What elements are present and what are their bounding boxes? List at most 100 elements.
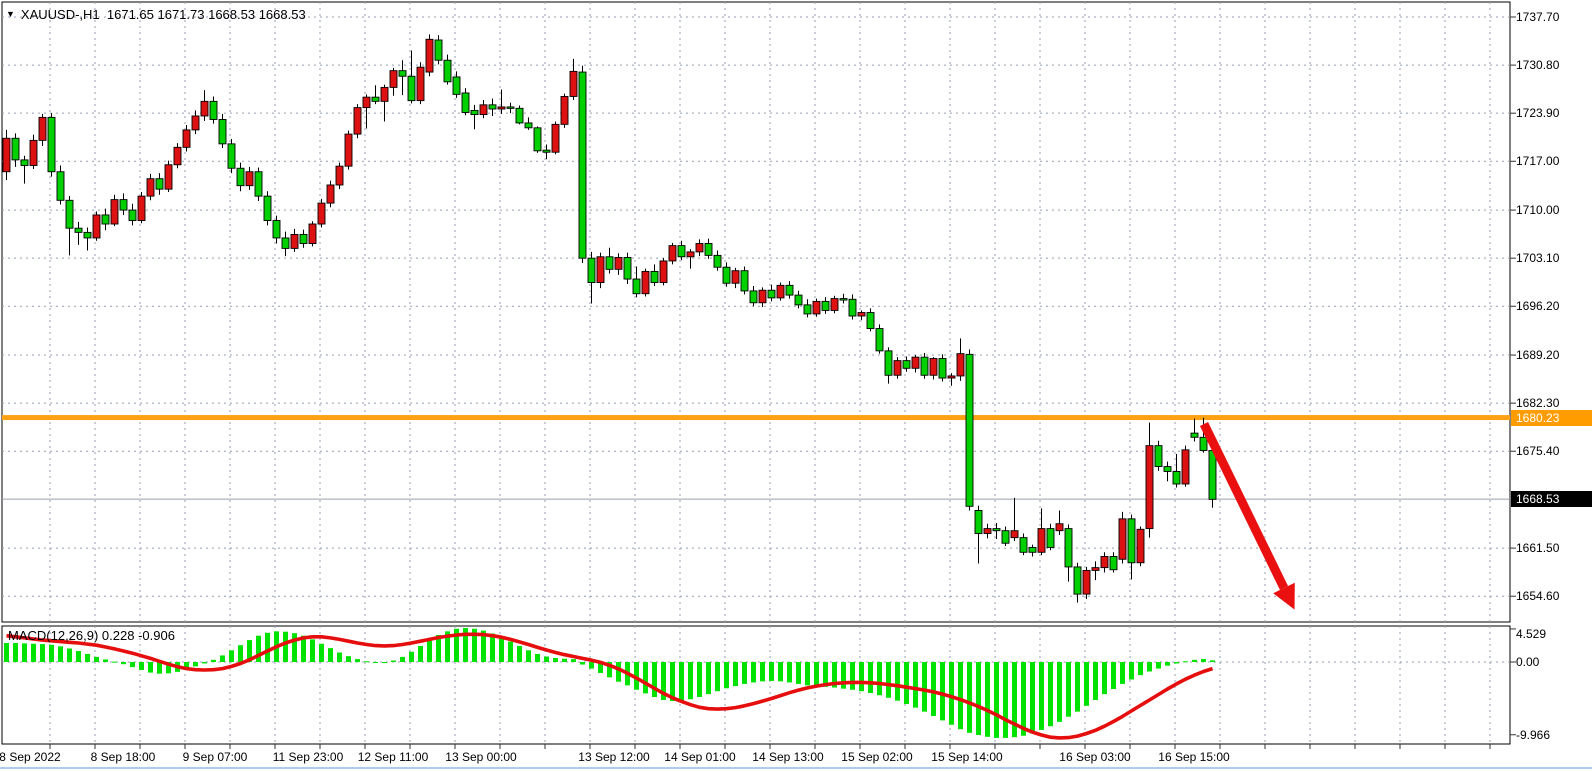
- candle: [20, 159, 29, 166]
- candle: [506, 106, 515, 109]
- candle: [119, 199, 128, 211]
- candle: [299, 234, 308, 244]
- macd-tick-label: 4.529: [1516, 627, 1547, 641]
- candle: [1190, 432, 1199, 438]
- time-tick-label: 11 Sep 23:00: [272, 750, 344, 764]
- candle: [695, 243, 704, 253]
- candle: [992, 528, 1001, 532]
- pane-frames: [1, 1, 1511, 745]
- candle: [74, 227, 83, 233]
- candle: [308, 223, 317, 244]
- candle: [407, 75, 416, 102]
- candle: [938, 358, 947, 379]
- candle: [983, 528, 992, 534]
- price-tick-label: 1710.00: [1516, 203, 1560, 218]
- candle: [596, 256, 605, 284]
- candle: [569, 70, 578, 97]
- candle: [1064, 528, 1073, 568]
- candle: [218, 119, 227, 145]
- candle: [1181, 449, 1190, 485]
- price-tick-label: 1696.20: [1516, 299, 1560, 314]
- candle: [605, 256, 614, 270]
- time-tick-label: 9 Sep 07:00: [182, 750, 248, 764]
- current-price-tag: 1668.53: [1511, 491, 1592, 508]
- candle: [191, 115, 200, 131]
- candle: [722, 266, 731, 284]
- candle: [371, 96, 380, 102]
- candle: [110, 199, 119, 225]
- candle: [749, 290, 758, 304]
- candle: [1082, 569, 1091, 595]
- price-tick-label: 1723.90: [1516, 106, 1560, 121]
- candle: [335, 165, 344, 186]
- candle: [1037, 528, 1046, 553]
- candle: [758, 289, 767, 304]
- candle: [1019, 537, 1028, 553]
- price-tick-label: 1717.00: [1516, 154, 1560, 169]
- candle: [56, 171, 65, 201]
- candle: [452, 76, 461, 95]
- price-tick-label: 1654.60: [1516, 589, 1560, 604]
- candle: [1208, 450, 1217, 500]
- candle: [884, 350, 893, 376]
- candle: [155, 178, 164, 190]
- candle: [893, 360, 902, 376]
- candle: [146, 178, 155, 197]
- candle: [173, 146, 182, 166]
- candle: [713, 254, 722, 268]
- chevron-down-icon[interactable]: ▼: [6, 9, 15, 19]
- candle: [731, 270, 740, 284]
- candle: [1127, 518, 1136, 564]
- candle: [245, 171, 254, 187]
- candle: [182, 129, 191, 148]
- candle: [434, 39, 443, 61]
- candle: [1046, 528, 1055, 548]
- trend-arrow[interactable]: [1199, 422, 1295, 610]
- candle: [497, 106, 506, 110]
- candle: [1055, 523, 1064, 532]
- candle: [740, 270, 749, 292]
- time-tick-label: 13 Sep 00:00: [445, 750, 517, 764]
- time-tick-label: 14 Sep 13:00: [752, 750, 824, 764]
- candle: [92, 214, 101, 239]
- candlestick-series[interactable]: [2, 34, 1217, 603]
- candle: [263, 195, 272, 221]
- candle: [830, 298, 839, 311]
- candle: [821, 300, 830, 311]
- candle: [353, 107, 362, 135]
- candle: [974, 510, 983, 534]
- time-tick-label: 8 Sep 18:00: [90, 750, 156, 764]
- candle: [965, 353, 974, 507]
- time-tick-label: 15 Sep 02:00: [841, 750, 913, 764]
- candle: [1145, 445, 1154, 530]
- candle: [380, 86, 389, 102]
- candle: [272, 220, 281, 239]
- candle: [200, 100, 209, 117]
- candle: [947, 375, 956, 379]
- candle: [956, 353, 965, 377]
- hline-price-tag: 1680.23: [1511, 409, 1592, 426]
- candle: [533, 127, 542, 152]
- candle: [470, 109, 479, 116]
- macd-tick-label: -9.966: [1516, 727, 1551, 742]
- candle: [641, 270, 650, 295]
- candle: [326, 184, 335, 204]
- candle: [236, 167, 245, 187]
- candle: [488, 104, 497, 110]
- candle: [1199, 436, 1208, 451]
- candle: [290, 234, 299, 249]
- candle: [920, 356, 929, 376]
- candle: [785, 284, 794, 296]
- support-line-orange[interactable]: [2, 415, 1510, 421]
- candle: [281, 237, 290, 249]
- candle: [2, 137, 11, 173]
- time-tick-label: 14 Sep 01:00: [664, 750, 736, 764]
- price-tick-label: 1737.70: [1516, 10, 1560, 24]
- candle: [317, 202, 326, 225]
- candle: [227, 143, 236, 169]
- candle: [578, 71, 587, 259]
- candle: [128, 209, 137, 221]
- candle: [614, 257, 623, 270]
